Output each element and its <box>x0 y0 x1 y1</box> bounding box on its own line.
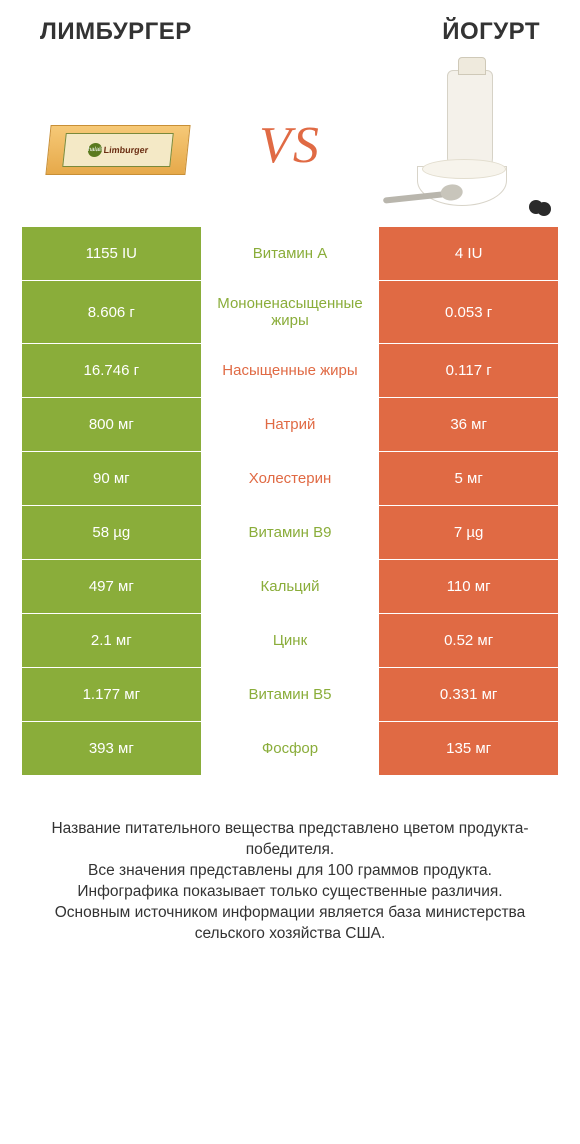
value-right: 135 мг <box>379 722 558 775</box>
footer-line: Название питательного вещества представл… <box>28 819 552 861</box>
nutrient-label: Холестерин <box>201 452 380 505</box>
value-left: 497 мг <box>22 560 201 613</box>
value-left: 90 мг <box>22 452 201 505</box>
nutrient-label: Цинк <box>201 614 380 667</box>
product-image-right <box>372 80 552 210</box>
value-left: 58 µg <box>22 506 201 559</box>
nutrient-label: Кальций <box>201 560 380 613</box>
product-image-left: halali Limburger <box>28 80 208 210</box>
table-row: 497 мгКальций110 мг <box>22 559 558 613</box>
footer-line: Основным источником информации является … <box>28 903 552 945</box>
value-left: 1155 IU <box>22 227 201 280</box>
header: ЛИМБУРГЕР ЙОГУРТ <box>0 0 580 46</box>
table-row: 90 мгХолестерин5 мг <box>22 451 558 505</box>
table-row: 800 мгНатрий36 мг <box>22 397 558 451</box>
value-right: 0.331 мг <box>379 668 558 721</box>
cheese-icon: halali Limburger <box>38 105 198 185</box>
nutrient-label: Натрий <box>201 398 380 451</box>
table-row: 16.746 гНасыщенные жиры0.117 г <box>22 343 558 397</box>
table-row: 8.606 гМононенасыщенные жиры0.053 г <box>22 280 558 343</box>
footer-notes: Название питательного вещества представл… <box>0 775 580 945</box>
table-row: 1.177 мгВитамин B50.331 мг <box>22 667 558 721</box>
value-right: 36 мг <box>379 398 558 451</box>
nutrient-label: Мононенасыщенные жиры <box>201 281 380 343</box>
value-left: 2.1 мг <box>22 614 201 667</box>
value-left: 1.177 мг <box>22 668 201 721</box>
value-right: 5 мг <box>379 452 558 505</box>
table-row: 2.1 мгЦинк0.52 мг <box>22 613 558 667</box>
table-row: 1155 IUВитамин A4 IU <box>22 226 558 280</box>
footer-line: Инфографика показывает только существенн… <box>28 882 552 903</box>
value-right: 0.053 г <box>379 281 558 343</box>
value-left: 8.606 г <box>22 281 201 343</box>
value-right: 0.52 мг <box>379 614 558 667</box>
value-left: 16.746 г <box>22 344 201 397</box>
vs-label: VS <box>259 116 321 175</box>
cheese-product-name: Limburger <box>103 146 148 155</box>
nutrient-label: Витамин B9 <box>201 506 380 559</box>
title-left: ЛИМБУРГЕР <box>40 18 192 46</box>
title-right: ЙОГУРТ <box>442 18 540 46</box>
value-left: 393 мг <box>22 722 201 775</box>
table-row: 58 µgВитамин B97 µg <box>22 505 558 559</box>
nutrient-label: Насыщенные жиры <box>201 344 380 397</box>
nutrient-label: Фосфор <box>201 722 380 775</box>
footer-line: Все значения представлены для 100 граммо… <box>28 861 552 882</box>
yogurt-icon <box>377 70 547 220</box>
cheese-brand-logo: halali <box>87 143 102 157</box>
value-right: 7 µg <box>379 506 558 559</box>
table-row: 393 мгФосфор135 мг <box>22 721 558 775</box>
hero-row: halali Limburger VS <box>0 46 580 226</box>
value-right: 4 IU <box>379 227 558 280</box>
nutrient-label: Витамин B5 <box>201 668 380 721</box>
value-right: 0.117 г <box>379 344 558 397</box>
nutrient-label: Витамин A <box>201 227 380 280</box>
value-right: 110 мг <box>379 560 558 613</box>
comparison-table: 1155 IUВитамин A4 IU8.606 гМононенасыщен… <box>0 226 580 775</box>
value-left: 800 мг <box>22 398 201 451</box>
